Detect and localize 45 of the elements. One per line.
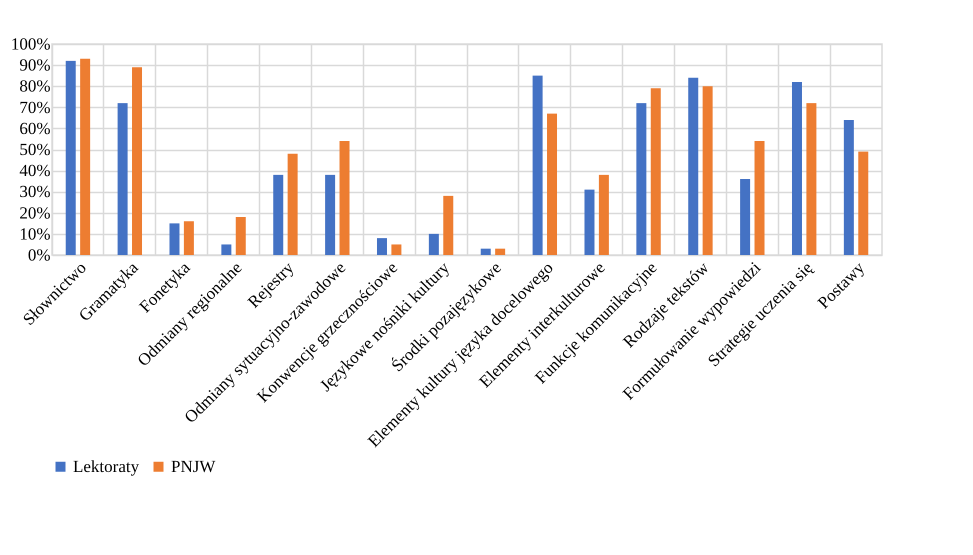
bar — [443, 196, 454, 255]
y-tick-label: 20% — [19, 203, 50, 222]
bar — [118, 103, 128, 255]
bar — [688, 78, 698, 255]
bar — [325, 174, 336, 255]
y-tick-label: 0% — [28, 246, 50, 264]
bar — [792, 82, 802, 255]
legend-label: Lektoraty — [73, 456, 140, 476]
bar — [221, 244, 232, 255]
bar — [702, 86, 713, 255]
y-tick-label: 40% — [19, 161, 50, 180]
y-tick-label: 70% — [19, 98, 50, 117]
y-tick-label: 50% — [19, 140, 50, 159]
legend-label: PNJW — [171, 456, 216, 476]
y-tick-label: 80% — [19, 76, 50, 96]
bar — [650, 88, 661, 255]
bar — [636, 103, 646, 255]
bar — [132, 67, 142, 255]
bar — [598, 174, 609, 255]
bar — [340, 141, 350, 255]
bar — [547, 114, 558, 255]
bar — [754, 141, 765, 255]
bar — [806, 103, 816, 255]
y-tick-label: 90% — [19, 56, 50, 75]
bar — [858, 152, 868, 255]
bar — [236, 217, 246, 255]
bar — [184, 221, 194, 255]
bar — [428, 234, 439, 255]
y-tick-label: 30% — [19, 182, 50, 202]
y-tick-label: 60% — [19, 118, 50, 138]
y-tick-label: 10% — [19, 224, 50, 244]
bar — [532, 76, 543, 255]
bar — [273, 174, 284, 255]
bar — [480, 248, 491, 255]
bar — [740, 179, 750, 255]
y-tick-label: 100% — [10, 34, 50, 54]
bar — [169, 223, 180, 255]
bar — [80, 58, 90, 255]
bar — [584, 190, 594, 255]
bar — [391, 244, 402, 255]
bar — [844, 120, 854, 255]
bar — [495, 248, 506, 255]
bar — [66, 60, 76, 255]
bar — [288, 154, 298, 255]
bar — [376, 238, 387, 255]
